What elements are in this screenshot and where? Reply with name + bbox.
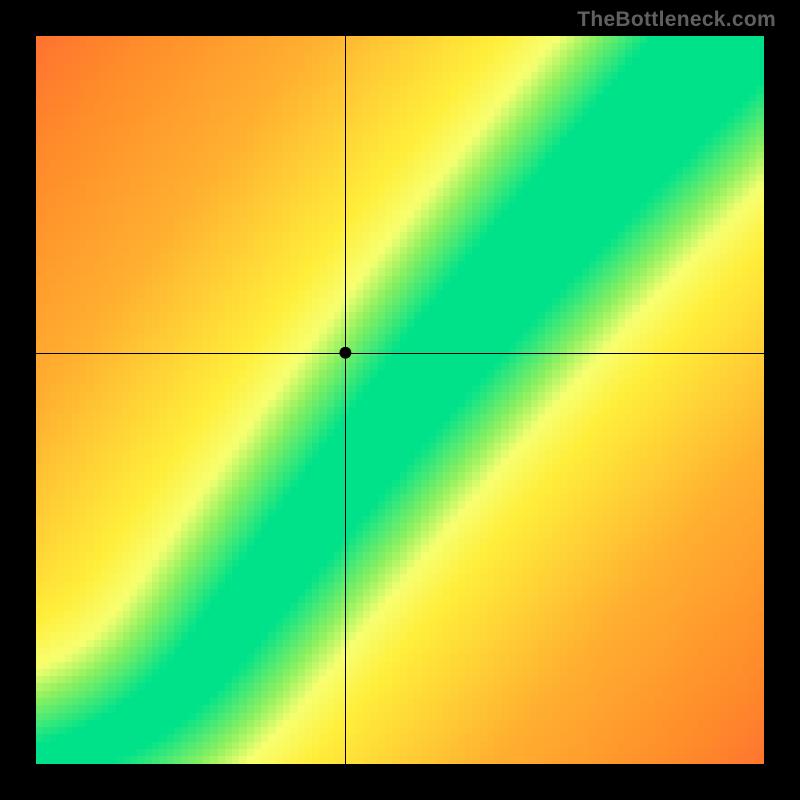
- attribution-text: TheBottleneck.com: [577, 8, 776, 32]
- chart-container: TheBottleneck.com: [0, 0, 800, 800]
- crosshair-overlay: [36, 36, 764, 764]
